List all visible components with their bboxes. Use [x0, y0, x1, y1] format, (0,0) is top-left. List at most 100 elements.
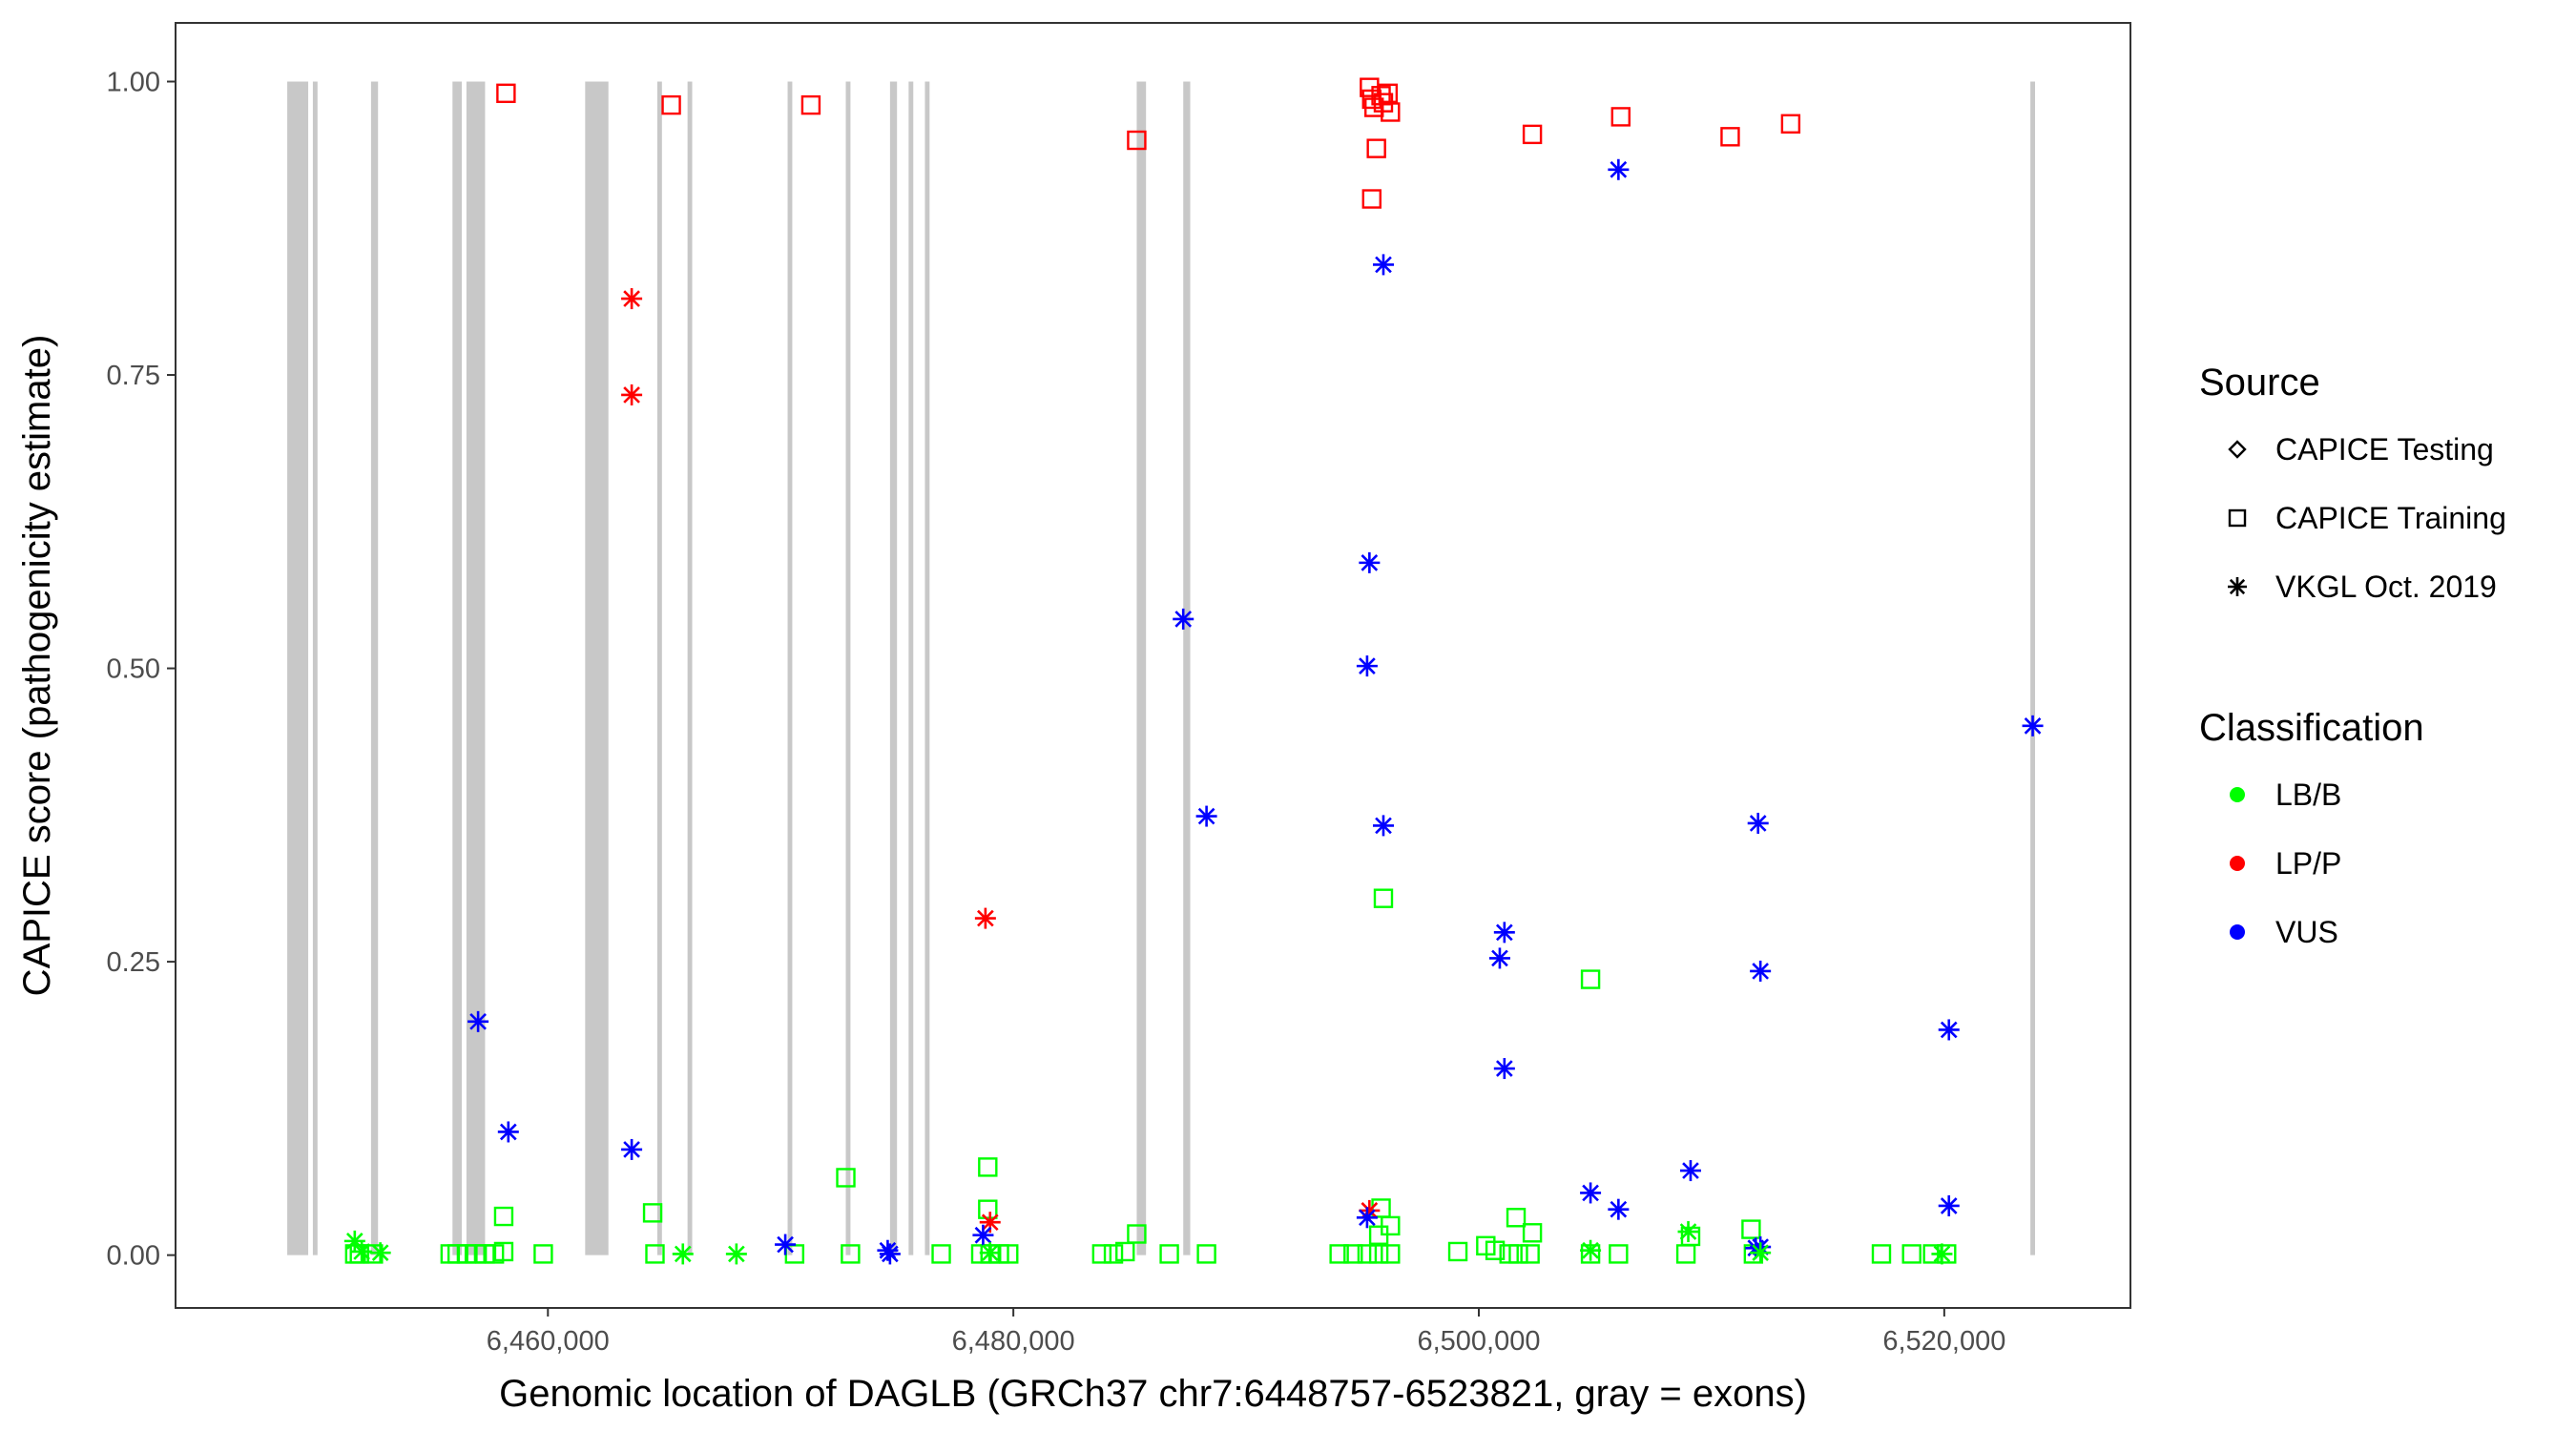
- data-point: [1447, 1241, 1468, 1262]
- data-point: [1103, 1244, 1124, 1264]
- data-point: [1901, 1244, 1922, 1264]
- data-point: [1747, 812, 1769, 834]
- data-point: [1359, 551, 1381, 573]
- data-point: [1372, 254, 1394, 276]
- exon-band: [845, 81, 851, 1255]
- legend-label-source: CAPICE Testing: [2275, 432, 2494, 467]
- data-point: [979, 1242, 1001, 1264]
- data-point: [972, 1224, 994, 1246]
- data-point: [1610, 107, 1631, 127]
- plot-panel-border: [175, 22, 2131, 1309]
- x-tick-label: 6,460,000: [487, 1326, 610, 1357]
- data-point: [974, 907, 996, 929]
- data-point: [1127, 1224, 1147, 1244]
- data-point: [1378, 83, 1399, 104]
- data-point: [1938, 1019, 1960, 1041]
- data-point: [931, 1244, 951, 1264]
- data-point: [661, 94, 681, 115]
- exon-band: [452, 81, 463, 1255]
- data-point: [1580, 1239, 1602, 1261]
- data-point: [1366, 138, 1386, 158]
- data-point: [1493, 922, 1515, 944]
- legend-label-classification: VUS: [2275, 915, 2338, 949]
- data-point: [1608, 158, 1630, 180]
- legend-title-classification: Classification: [2199, 707, 2424, 749]
- data-point: [1381, 102, 1401, 122]
- data-point: [2022, 715, 2044, 736]
- data-point: [1522, 124, 1543, 145]
- data-point: [672, 1243, 694, 1265]
- exon-band: [656, 81, 662, 1255]
- data-point: [645, 1244, 665, 1264]
- data-point: [1381, 1244, 1401, 1264]
- data-point: [879, 1243, 901, 1265]
- data-points: [343, 77, 2044, 1265]
- legend-label-source: CAPICE Training: [2275, 501, 2506, 535]
- data-point: [1371, 1198, 1391, 1218]
- x-axis-title: Genomic location of DAGLB (GRCh37 chr7:6…: [499, 1373, 1807, 1415]
- data-point: [493, 1241, 514, 1262]
- data-point: [1485, 1240, 1506, 1260]
- data-point: [493, 1206, 514, 1227]
- legend-label-classification: LP/P: [2275, 846, 2341, 881]
- data-point: [1196, 1244, 1216, 1264]
- exon-band: [370, 81, 379, 1255]
- exon-band: [312, 81, 318, 1255]
- data-point: [496, 83, 516, 104]
- y-axis-title: CAPICE score (pathogenicity estimate): [16, 335, 58, 997]
- data-point: [1608, 1198, 1630, 1220]
- data-point: [1488, 947, 1510, 969]
- data-point: [1580, 1182, 1602, 1204]
- y-tick-label: 1.00: [107, 68, 160, 98]
- data-point: [1368, 1244, 1389, 1264]
- legend-title-source: Source: [2199, 362, 2320, 404]
- data-point: [1357, 1244, 1378, 1264]
- data-point: [1372, 815, 1394, 837]
- data-point: [1373, 888, 1394, 908]
- data-point: [369, 1242, 391, 1264]
- data-point: [1361, 189, 1381, 209]
- data-point: [1750, 1242, 1772, 1264]
- data-point: [1931, 1243, 1953, 1265]
- data-point: [1675, 1244, 1696, 1264]
- data-point: [1741, 1219, 1761, 1239]
- y-tick-label: 0.50: [107, 654, 160, 685]
- exon-band: [1183, 81, 1191, 1255]
- data-point: [1115, 1241, 1135, 1262]
- x-tick-label: 6,500,000: [1417, 1326, 1540, 1357]
- data-point: [1609, 1244, 1629, 1264]
- exon-band: [908, 81, 914, 1255]
- data-point: [1750, 960, 1772, 982]
- y-tick-label: 0.75: [107, 361, 160, 391]
- data-point: [533, 1244, 553, 1264]
- data-point: [836, 1168, 856, 1188]
- legend-key-diamond: [2228, 440, 2247, 459]
- data-point: [343, 1230, 365, 1252]
- exon-band: [787, 81, 793, 1255]
- x-tick-label: 6,480,000: [952, 1326, 1075, 1357]
- data-point: [467, 1010, 489, 1032]
- x-tick-label: 6,520,000: [1882, 1326, 2005, 1357]
- data-point: [351, 1240, 373, 1262]
- legend-label-source: VKGL Oct. 2019: [2275, 570, 2497, 604]
- data-point: [1195, 805, 1217, 827]
- y-tick-label: 0.00: [107, 1241, 160, 1272]
- legend-key-color: [2230, 856, 2245, 871]
- data-point: [1493, 1058, 1515, 1080]
- data-point: [1520, 1244, 1540, 1264]
- data-point: [1127, 130, 1147, 151]
- data-point: [1329, 1244, 1349, 1264]
- data-point: [841, 1244, 861, 1264]
- data-point: [1871, 1244, 1892, 1264]
- legend-key-asterisk: [2228, 577, 2247, 596]
- x-axis: 6,460,000 6,480,000 6,500,000 6,520,000: [487, 1308, 2005, 1357]
- exon-band: [287, 81, 309, 1255]
- exon-band: [466, 81, 486, 1255]
- legend-key-color: [2230, 787, 2245, 802]
- data-point: [497, 1121, 519, 1143]
- data-point: [1677, 1221, 1699, 1243]
- legend-key-square: [2228, 508, 2247, 528]
- y-axis: 0.00 0.25 0.50 0.75 1.00: [107, 68, 176, 1272]
- data-point: [1938, 1194, 1960, 1216]
